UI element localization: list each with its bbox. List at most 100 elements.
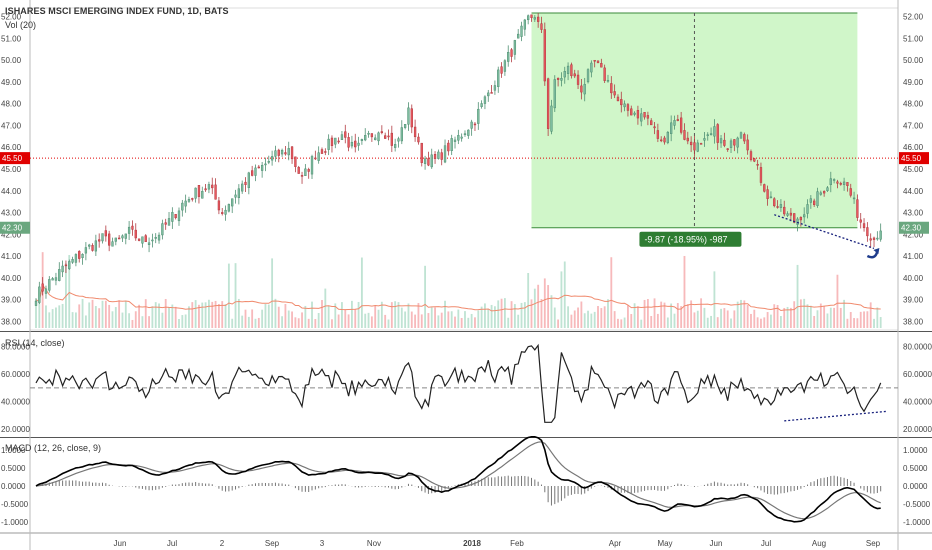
candle-body bbox=[699, 143, 703, 145]
macd-histogram-bar bbox=[693, 486, 695, 487]
volume-bar bbox=[696, 310, 699, 328]
volume-bar bbox=[600, 308, 603, 328]
candle-body bbox=[101, 233, 104, 242]
volume-bar bbox=[610, 257, 613, 328]
candle-body bbox=[111, 241, 114, 247]
volume-bar bbox=[91, 299, 94, 328]
candle-body bbox=[616, 96, 620, 102]
candle-body bbox=[260, 164, 264, 171]
macd-histogram-bar bbox=[777, 486, 779, 495]
macd-histogram-bar bbox=[195, 482, 197, 486]
candle-body bbox=[417, 136, 420, 143]
price-tick-left: 47.00 bbox=[1, 121, 22, 130]
macd-histogram-bar bbox=[577, 486, 579, 494]
candle-body bbox=[360, 139, 364, 141]
macd-histogram-bar bbox=[85, 481, 87, 486]
volume-bar bbox=[760, 318, 762, 328]
macd-histogram-bar bbox=[397, 486, 399, 489]
volume-bar bbox=[796, 264, 799, 328]
candle-body bbox=[48, 279, 51, 291]
macd-histogram-bar bbox=[876, 486, 878, 493]
volume-bar bbox=[307, 318, 310, 328]
candle-body bbox=[556, 77, 560, 80]
candle-body bbox=[443, 145, 447, 163]
volume-bar bbox=[370, 316, 373, 328]
macd-histogram-bar bbox=[145, 486, 147, 490]
candle-body bbox=[620, 99, 623, 106]
candle-body bbox=[636, 110, 640, 119]
candle-body bbox=[324, 151, 327, 153]
candle-body bbox=[523, 19, 527, 30]
volume-bar bbox=[394, 301, 397, 328]
candle-body bbox=[493, 85, 497, 91]
volume-bar bbox=[793, 301, 796, 328]
macd-histogram-bar bbox=[52, 481, 54, 486]
macd-histogram-bar bbox=[274, 482, 276, 486]
macd-histogram-bar bbox=[378, 486, 380, 487]
candle-body bbox=[154, 237, 157, 239]
candle-body bbox=[759, 167, 763, 183]
macd-histogram-bar bbox=[308, 486, 310, 493]
trend-line bbox=[774, 214, 875, 250]
volume-bar bbox=[540, 298, 543, 328]
volume-bar bbox=[713, 271, 716, 328]
candle-body bbox=[194, 187, 197, 199]
candle-body bbox=[354, 140, 357, 148]
candle-body bbox=[161, 223, 164, 236]
last-price-badge bbox=[0, 221, 30, 234]
macd-histogram-bar bbox=[261, 482, 263, 486]
volume-bar bbox=[327, 305, 330, 328]
volume-bar bbox=[843, 299, 846, 328]
volume-bar bbox=[334, 303, 337, 328]
candle-body bbox=[427, 158, 430, 166]
volume-bar bbox=[417, 303, 420, 328]
volume-bar bbox=[38, 303, 41, 328]
macd-histogram-bar bbox=[361, 486, 363, 488]
macd-histogram-bar bbox=[517, 476, 519, 486]
macd-histogram-bar bbox=[218, 486, 220, 489]
candle-body bbox=[104, 230, 107, 237]
volume-bar bbox=[627, 305, 629, 328]
volume-bar bbox=[846, 318, 849, 328]
candle-body bbox=[819, 192, 822, 195]
candle-body bbox=[849, 188, 852, 196]
volume-bar bbox=[587, 310, 589, 328]
macd-histogram-bar bbox=[547, 486, 549, 503]
price-tick-right: 41.00 bbox=[903, 252, 924, 261]
volume-bar bbox=[500, 298, 503, 328]
candle-body bbox=[294, 156, 297, 167]
volume-bar bbox=[826, 313, 829, 328]
candle-body bbox=[463, 133, 467, 135]
macd-histogram-bar bbox=[75, 480, 77, 486]
candle-body bbox=[284, 152, 287, 155]
macd-histogram-bar bbox=[467, 482, 469, 486]
macd-histogram-bar bbox=[550, 486, 552, 506]
volume-bar bbox=[706, 317, 709, 328]
price-tick-right: 49.00 bbox=[903, 78, 924, 87]
volume-bar bbox=[231, 318, 234, 328]
macd-histogram-bar bbox=[72, 480, 74, 486]
macd-histogram-bar bbox=[590, 486, 592, 489]
volume-bar bbox=[111, 311, 114, 328]
macd-histogram-bar bbox=[497, 476, 499, 486]
candle-body bbox=[596, 60, 600, 64]
price-tick-left: 40.00 bbox=[1, 274, 22, 283]
candle-body bbox=[799, 217, 803, 221]
volume-bar bbox=[58, 305, 61, 328]
volume-bar bbox=[786, 306, 789, 328]
macd-histogram-bar bbox=[501, 476, 503, 486]
candle-body bbox=[497, 69, 500, 87]
volume-bar bbox=[547, 285, 550, 328]
macd-histogram-bar bbox=[158, 486, 160, 490]
candle-body bbox=[623, 103, 626, 108]
macd-histogram-bar bbox=[205, 483, 207, 486]
volume-bar bbox=[550, 295, 553, 328]
macd-histogram-bar bbox=[338, 484, 340, 486]
macd-histogram-bar bbox=[880, 486, 882, 492]
candle-body bbox=[467, 129, 470, 136]
volume-bar bbox=[151, 306, 154, 328]
macd-histogram-bar bbox=[477, 479, 479, 486]
candle-body bbox=[646, 115, 650, 119]
